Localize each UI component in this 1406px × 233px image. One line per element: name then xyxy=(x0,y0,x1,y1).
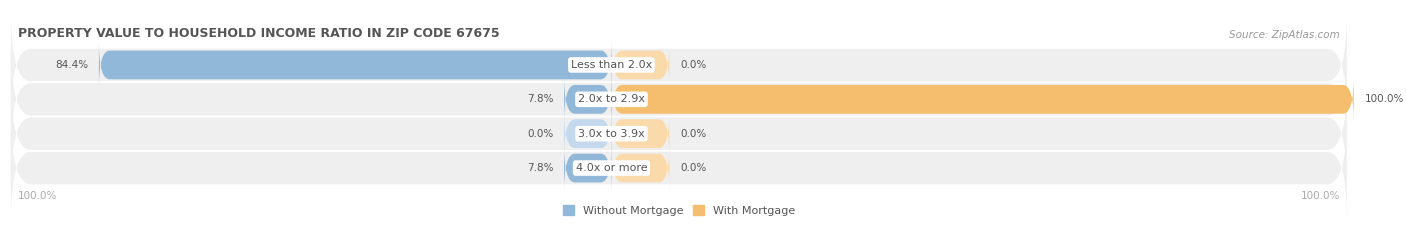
FancyBboxPatch shape xyxy=(612,111,669,156)
FancyBboxPatch shape xyxy=(11,80,1347,187)
FancyBboxPatch shape xyxy=(612,145,669,191)
Text: 0.0%: 0.0% xyxy=(527,129,554,139)
FancyBboxPatch shape xyxy=(98,42,612,88)
FancyBboxPatch shape xyxy=(11,12,1347,118)
Text: PROPERTY VALUE TO HOUSEHOLD INCOME RATIO IN ZIP CODE 67675: PROPERTY VALUE TO HOUSEHOLD INCOME RATIO… xyxy=(18,27,499,40)
Text: 84.4%: 84.4% xyxy=(55,60,89,70)
FancyBboxPatch shape xyxy=(11,46,1347,153)
Text: 3.0x to 3.9x: 3.0x to 3.9x xyxy=(578,129,645,139)
Text: 100.0%: 100.0% xyxy=(18,191,58,201)
Text: 7.8%: 7.8% xyxy=(527,163,554,173)
Text: Source: ZipAtlas.com: Source: ZipAtlas.com xyxy=(1229,30,1340,40)
Text: 7.8%: 7.8% xyxy=(527,94,554,104)
Text: 100.0%: 100.0% xyxy=(1301,191,1340,201)
Text: 0.0%: 0.0% xyxy=(681,163,706,173)
Legend: Without Mortgage, With Mortgage: Without Mortgage, With Mortgage xyxy=(564,206,794,216)
Text: 0.0%: 0.0% xyxy=(681,129,706,139)
Text: 2.0x to 2.9x: 2.0x to 2.9x xyxy=(578,94,645,104)
FancyBboxPatch shape xyxy=(612,77,1354,122)
Text: 0.0%: 0.0% xyxy=(681,60,706,70)
FancyBboxPatch shape xyxy=(564,111,612,156)
Text: 4.0x or more: 4.0x or more xyxy=(575,163,647,173)
FancyBboxPatch shape xyxy=(564,145,612,191)
FancyBboxPatch shape xyxy=(612,42,669,88)
Text: 100.0%: 100.0% xyxy=(1365,94,1405,104)
Text: Less than 2.0x: Less than 2.0x xyxy=(571,60,652,70)
FancyBboxPatch shape xyxy=(564,77,612,122)
FancyBboxPatch shape xyxy=(11,115,1347,221)
